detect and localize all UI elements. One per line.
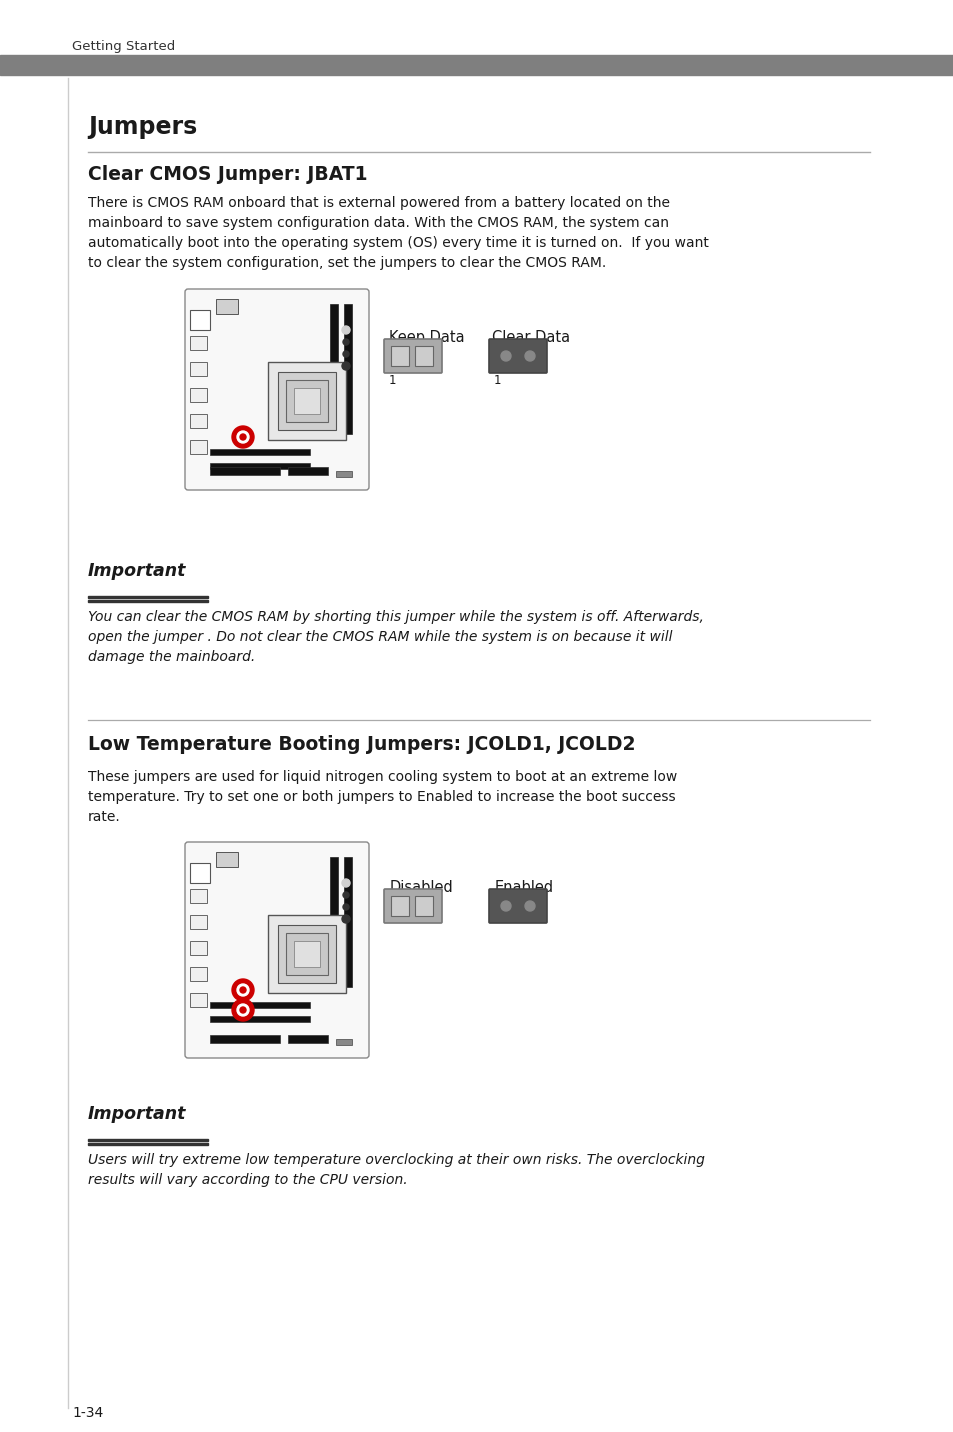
Bar [215, 852, 237, 866]
Bar [286, 934, 328, 975]
Text: Disabled: Disabled [390, 881, 454, 895]
Bar [268, 362, 346, 440]
Bar [210, 1035, 280, 1042]
Text: Users will try extreme low temperature overclocking at their own risks. The over: Users will try extreme low temperature o… [88, 1153, 704, 1187]
FancyBboxPatch shape [185, 289, 369, 490]
Bar [330, 304, 337, 434]
Bar [190, 967, 207, 981]
FancyBboxPatch shape [185, 842, 369, 1058]
Bar [88, 1138, 208, 1141]
Circle shape [500, 351, 511, 361]
Text: Low Temperature Booting Jumpers: JCOLD1, JCOLD2: Low Temperature Booting Jumpers: JCOLD1,… [88, 735, 635, 755]
Bar [190, 362, 207, 377]
Bar [210, 450, 310, 455]
Text: Enabled: Enabled [495, 881, 554, 895]
Bar [190, 915, 207, 929]
Bar [210, 1015, 310, 1022]
Bar [190, 863, 210, 884]
Bar [88, 1143, 208, 1146]
Bar [210, 1002, 310, 1008]
Bar [210, 467, 280, 475]
Bar [210, 463, 310, 470]
Bar [190, 388, 207, 402]
Bar [277, 925, 335, 982]
Bar [88, 600, 208, 601]
Bar [415, 896, 433, 916]
FancyBboxPatch shape [489, 889, 546, 924]
Circle shape [343, 892, 349, 898]
Circle shape [341, 326, 350, 334]
Circle shape [232, 1000, 253, 1021]
Text: There is CMOS RAM onboard that is external powered from a battery located on the: There is CMOS RAM onboard that is extern… [88, 196, 708, 271]
Circle shape [236, 431, 249, 442]
Bar [190, 941, 207, 955]
Text: Clear Data: Clear Data [492, 329, 570, 345]
Bar [286, 379, 328, 422]
Circle shape [236, 1004, 249, 1015]
FancyBboxPatch shape [384, 889, 441, 924]
Bar [330, 856, 337, 987]
Circle shape [524, 351, 535, 361]
Text: Important: Important [88, 561, 186, 580]
Text: Important: Important [88, 1106, 186, 1123]
FancyBboxPatch shape [384, 339, 441, 372]
Bar [391, 896, 409, 916]
Bar [335, 471, 352, 477]
Text: Keep Data: Keep Data [389, 329, 464, 345]
Circle shape [524, 901, 535, 911]
Bar [344, 304, 352, 434]
Circle shape [240, 987, 246, 992]
Bar [190, 992, 207, 1007]
Text: These jumpers are used for liquid nitrogen cooling system to boot at an extreme : These jumpers are used for liquid nitrog… [88, 770, 677, 823]
Text: 1: 1 [389, 374, 396, 387]
Bar [268, 915, 346, 992]
Text: 1-34: 1-34 [71, 1406, 103, 1421]
Bar [335, 1040, 352, 1045]
Bar [190, 337, 207, 349]
Bar [344, 856, 352, 987]
Bar [88, 596, 208, 599]
Circle shape [343, 904, 349, 909]
Circle shape [500, 901, 511, 911]
Circle shape [232, 979, 253, 1001]
Circle shape [343, 339, 349, 345]
Bar [215, 299, 237, 314]
Circle shape [341, 879, 350, 886]
Bar [294, 388, 319, 414]
Bar [190, 309, 210, 329]
Circle shape [341, 915, 350, 924]
Text: 1: 1 [494, 374, 501, 387]
Bar [288, 467, 328, 475]
Bar [190, 414, 207, 428]
Circle shape [341, 362, 350, 369]
Bar [190, 889, 207, 904]
Circle shape [232, 425, 253, 448]
Circle shape [240, 434, 246, 440]
Circle shape [343, 351, 349, 357]
Text: You can clear the CMOS RAM by shorting this jumper while the system is off. Afte: You can clear the CMOS RAM by shorting t… [88, 610, 703, 664]
Text: Jumpers: Jumpers [88, 115, 197, 139]
FancyBboxPatch shape [489, 339, 546, 372]
Bar [0, 54, 953, 74]
Circle shape [240, 1007, 246, 1012]
Bar [190, 440, 207, 454]
Text: Clear CMOS Jumper: JBAT1: Clear CMOS Jumper: JBAT1 [88, 165, 367, 183]
Bar [415, 347, 433, 367]
Circle shape [236, 984, 249, 997]
Bar [288, 1035, 328, 1042]
Bar [294, 941, 319, 967]
Text: Getting Started: Getting Started [71, 40, 175, 53]
Bar [391, 347, 409, 367]
Bar [277, 372, 335, 430]
